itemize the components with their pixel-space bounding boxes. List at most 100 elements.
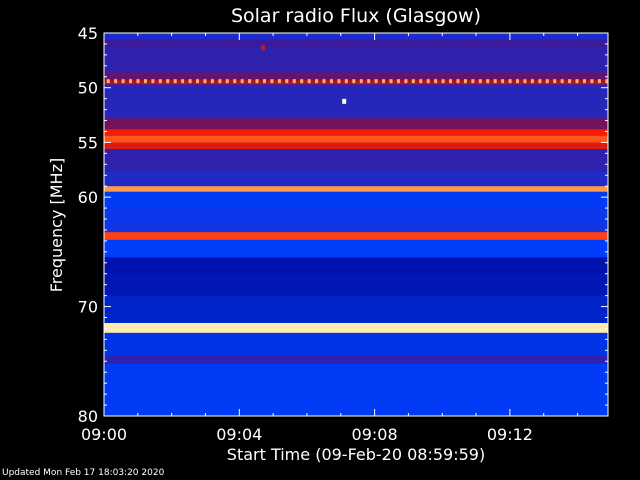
pulse-mark <box>233 79 237 84</box>
frequency-band <box>104 239 608 258</box>
pulse-mark <box>344 79 348 84</box>
pulse-mark <box>240 79 244 84</box>
pulse-mark <box>434 79 438 84</box>
frequency-band <box>104 84 608 119</box>
pulse-mark <box>277 79 281 84</box>
frequency-band <box>104 148 608 172</box>
pulse-mark <box>396 79 400 84</box>
pulse-mark <box>441 79 445 84</box>
y-tick-label: 70 <box>78 298 98 317</box>
pulse-mark <box>367 79 371 84</box>
y-tick-label: 55 <box>78 133 98 152</box>
pulse-mark <box>203 79 207 84</box>
frequency-band <box>104 273 608 297</box>
frequency-band <box>104 322 608 334</box>
pulse-mark <box>196 79 200 84</box>
pulse-mark <box>382 79 386 84</box>
pulse-mark <box>508 79 512 84</box>
pulse-mark <box>151 79 155 84</box>
pulse-mark <box>106 79 110 84</box>
pulse-mark <box>590 79 594 84</box>
x-tick-label: 09:00 <box>81 425 127 444</box>
pulse-mark <box>449 79 453 84</box>
pulse-mark <box>352 79 356 84</box>
x-tick-label: 09:08 <box>352 425 398 444</box>
pulse-mark <box>389 79 393 84</box>
pulse-mark <box>501 79 505 84</box>
pulse-mark <box>374 79 378 84</box>
frequency-band <box>104 208 608 225</box>
pulse-mark <box>225 79 229 84</box>
pulse-mark <box>575 79 579 84</box>
burst-spot <box>342 98 347 104</box>
frequency-band <box>104 257 608 275</box>
burst-spot <box>260 45 265 51</box>
frequency-band <box>104 47 608 73</box>
pulse-mark <box>307 79 311 84</box>
pulse-mark <box>486 79 490 84</box>
updated-timestamp: Updated Mon Feb 17 18:03:20 2020 <box>2 468 165 478</box>
pulse-mark <box>188 79 192 84</box>
pulse-mark <box>143 79 147 84</box>
pulse-mark <box>478 79 482 84</box>
pulse-mark <box>426 79 430 84</box>
y-tick-label: 50 <box>78 79 98 98</box>
plot-border <box>103 32 609 417</box>
pulse-mark <box>493 79 497 84</box>
pulse-mark <box>516 79 520 84</box>
pulse-mark <box>270 79 274 84</box>
pulse-mark <box>471 79 475 84</box>
pulse-mark <box>255 79 259 84</box>
pulse-mark <box>173 79 177 84</box>
pulse-mark <box>411 79 415 84</box>
pulse-mark <box>218 79 222 84</box>
y-tick-label: 45 <box>78 24 98 43</box>
frequency-band <box>104 72 608 81</box>
frequency-band <box>104 33 608 41</box>
frequency-band <box>104 191 608 209</box>
plot-area <box>104 33 609 417</box>
pulse-mark <box>568 79 572 84</box>
pulse-mark <box>166 79 170 84</box>
pulse-mark <box>129 79 133 84</box>
x-axis-ticks: 09:00 09:04 09:08 09:12 <box>81 33 579 444</box>
frequency-band <box>104 80 608 85</box>
chart-title: Solar radio Flux (Glasgow) <box>231 5 481 27</box>
pulse-mark <box>210 79 214 84</box>
frequency-band <box>104 39 608 48</box>
frequency-band <box>104 363 608 417</box>
pulse-mark <box>530 79 534 84</box>
pulse-mark <box>181 79 185 84</box>
frequency-band <box>104 142 608 150</box>
pulse-mark <box>329 79 333 84</box>
pulse-mark <box>315 79 319 84</box>
pulse-mark <box>300 79 304 84</box>
pulse-mark <box>285 79 289 84</box>
pulse-mark <box>337 79 341 84</box>
pulse-mark <box>359 79 363 84</box>
pulse-mark <box>553 79 557 84</box>
x-tick-label: 09:12 <box>487 425 533 444</box>
frequency-band <box>104 295 608 324</box>
pulse-mark <box>114 79 118 84</box>
pulse-mark <box>262 79 266 84</box>
pulse-mark <box>605 79 609 84</box>
frequency-band <box>104 186 608 193</box>
x-tick-label: 09:04 <box>216 425 262 444</box>
y-tick-label: 60 <box>78 188 98 207</box>
pulse-mark <box>463 79 467 84</box>
pulse-mark <box>121 79 125 84</box>
pulse-mark <box>292 79 296 84</box>
frequency-band <box>104 232 608 241</box>
frequency-band <box>104 332 608 357</box>
pulse-mark <box>597 79 601 84</box>
frequency-band <box>104 118 608 130</box>
pulse-mark <box>538 79 542 84</box>
pulse-mark <box>523 79 527 84</box>
pulse-mark <box>545 79 549 84</box>
frequency-band <box>104 129 608 137</box>
x-axis-label: Start Time (09-Feb-20 08:59:59) <box>227 445 485 464</box>
frequency-band <box>104 135 608 143</box>
y-tick-label: 80 <box>78 407 98 426</box>
